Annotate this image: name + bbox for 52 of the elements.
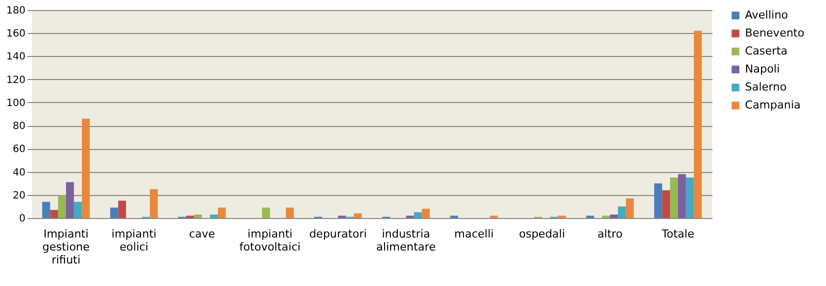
- bar: [286, 208, 294, 218]
- x-tick-label: depuratori: [309, 228, 367, 240]
- bar: [618, 206, 626, 218]
- bar: [82, 118, 90, 218]
- x-tick-label: altro: [597, 228, 623, 240]
- bar: [74, 202, 82, 218]
- bar: [694, 30, 702, 218]
- bar: [626, 198, 634, 218]
- bar: [150, 189, 158, 218]
- x-tick-label: macelli: [454, 228, 494, 240]
- bar: [414, 212, 422, 218]
- bar: [218, 208, 226, 218]
- y-tick-label: 160: [6, 28, 26, 40]
- x-tick-label: Totale: [660, 228, 694, 240]
- bar: [670, 178, 678, 218]
- bar: [42, 202, 50, 218]
- bar: [354, 213, 362, 218]
- x-tick-label: impianti fotovoltaici: [239, 228, 301, 254]
- y-tick-label: 60: [12, 144, 26, 156]
- x-tick-label: Impianti gestione rifiuti: [42, 228, 90, 266]
- legend-label: Benevento: [745, 26, 805, 40]
- x-tick-label: industria alimentare: [376, 228, 436, 254]
- bar: [662, 190, 670, 218]
- bar: [58, 194, 66, 218]
- bar: [50, 210, 58, 218]
- bar: [66, 182, 74, 218]
- bar: [654, 183, 662, 218]
- bar: [422, 208, 430, 218]
- legend-label: Napoli: [745, 62, 780, 76]
- y-tick-label: 80: [12, 121, 26, 132]
- y-tick-label: 40: [12, 167, 26, 178]
- legend-label: Campania: [745, 98, 801, 112]
- x-tick-label: impianti eolici: [112, 228, 156, 254]
- bar: [118, 200, 126, 218]
- y-tick-label: 20: [12, 190, 26, 202]
- bar: [210, 214, 218, 218]
- bar: [678, 174, 686, 218]
- bar: [194, 214, 202, 218]
- y-tick-label: 180: [6, 6, 26, 16]
- bar: [262, 208, 270, 218]
- legend-label: Caserta: [745, 44, 788, 58]
- bar: [610, 214, 618, 218]
- bar: [686, 178, 694, 218]
- y-tick-label: 100: [6, 98, 26, 109]
- bar: [110, 208, 118, 218]
- y-tick-label: 0: [19, 214, 26, 224]
- legend-label: Avellino: [745, 8, 788, 22]
- legend-label: Salerno: [745, 80, 787, 94]
- x-tick-label: ospedali: [518, 228, 566, 240]
- y-tick-label: 120: [6, 74, 26, 86]
- x-tick-label: cave: [188, 228, 216, 240]
- y-tick-label: 140: [6, 52, 26, 63]
